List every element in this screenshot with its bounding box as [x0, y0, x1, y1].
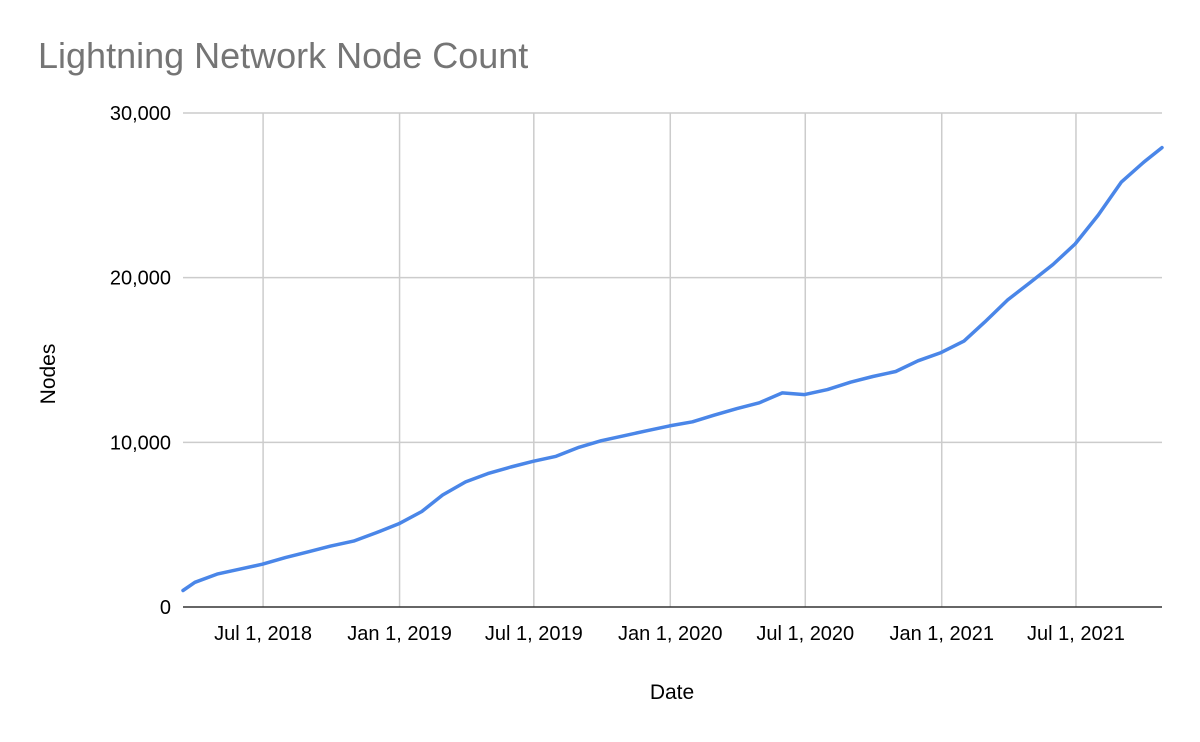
y-gridlines: [183, 112, 1162, 444]
x-axis-label: Date: [650, 681, 694, 704]
x-tick-label: Jan 1, 2019: [347, 623, 452, 645]
x-tick-label: Jul 1, 2019: [485, 623, 583, 645]
y-tick-labels: 0 10,000 20,000 30,000: [110, 103, 171, 619]
x-tick-label: Jan 1, 2020: [618, 623, 723, 645]
x-tick-label: Jan 1, 2021: [889, 623, 994, 645]
y-tick-label: 10,000: [110, 432, 171, 454]
y-axis-label: Nodes: [37, 344, 60, 405]
y-tick-label: 20,000: [110, 268, 171, 290]
x-tick-labels: Jul 1, 2018 Jan 1, 2019 Jul 1, 2019 Jan 1, …: [214, 623, 1125, 645]
x-tick-label: Jul 1, 2018: [214, 623, 312, 645]
x-gridlines: [262, 113, 1077, 607]
y-tick-label: 0: [160, 597, 171, 619]
x-tick-label: Jul 1, 2021: [1027, 623, 1125, 645]
y-tick-label: 30,000: [110, 103, 171, 125]
series-layer: [181, 145, 1164, 593]
chart-title: Lightning Network Node Count: [38, 35, 528, 76]
x-tick-label: Jul 1, 2020: [756, 623, 854, 645]
series-line: [181, 145, 1164, 593]
